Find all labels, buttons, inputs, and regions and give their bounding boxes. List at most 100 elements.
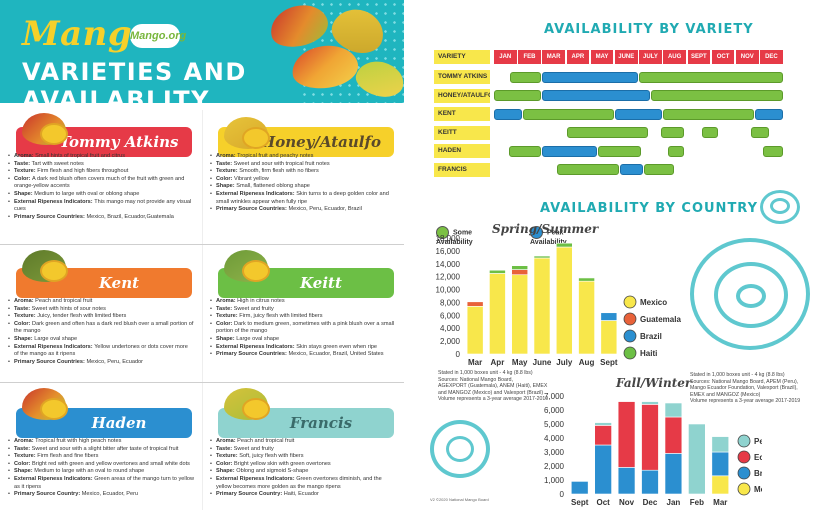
some-availability-bar	[509, 71, 542, 83]
trait-item: External Ripeness Indicators: Green over…	[210, 476, 396, 491]
swirl-decoration	[770, 198, 790, 214]
trait-item: Color: Bright yellow skin with green ove…	[210, 461, 396, 469]
y-tick-label: 5,000	[544, 420, 565, 429]
trait-label: External Ripeness Indicators:	[216, 343, 297, 350]
bar-segment-haiti	[578, 277, 595, 282]
x-tick-label: May	[512, 358, 528, 367]
mango-image	[22, 388, 68, 420]
section-divider	[0, 244, 404, 245]
trait-label: Shape:	[14, 190, 35, 197]
trait-item: Color: Dark to medium green, sometimes w…	[210, 321, 396, 336]
trait-item: Texture: Firm flesh and high fibers thro…	[8, 168, 194, 176]
footnote: V2 ©2020 National Mango Board	[430, 497, 489, 502]
trait-label: Texture:	[14, 453, 38, 460]
swirl-decoration	[736, 284, 766, 308]
fall-winter-title: Fall/Winter	[616, 376, 692, 390]
source-line: Sources: National Mango Board,	[438, 376, 513, 383]
spring-summer-title: Spring/Summer	[492, 222, 599, 236]
x-tick-label: Apr	[491, 358, 505, 367]
trait-item: Taste: Sweet and fruity	[210, 306, 396, 314]
trait-label: Texture:	[14, 168, 38, 175]
trait-label: Taste:	[14, 445, 32, 452]
peak-availability-bar	[619, 164, 644, 175]
month-header: SEPT	[687, 50, 711, 64]
fall-winter-chart: 0 1,000 2,000 3,000 4,000 5,000 6,000 7,000 Sept…	[544, 392, 762, 507]
trait-label: Aroma:	[216, 298, 238, 304]
trait-label: External Ripeness Indicators:	[14, 475, 95, 482]
variety-row-label: FRANCIS	[434, 162, 490, 177]
y-tick-label: 16,000	[436, 247, 461, 256]
trait-item: Shape: Oblong and sigmoid S-shape	[210, 468, 396, 476]
y-tick-label: 10,000	[436, 286, 461, 295]
trait-item: Color: A dark red blush often covers muc…	[8, 176, 194, 191]
x-tick-label: Mar	[713, 498, 727, 507]
trait-label: Primary Source Countries:	[216, 351, 289, 358]
bar-segment-mexico	[466, 306, 484, 355]
bar-segment-mexico	[600, 320, 618, 355]
x-tick-label: Feb	[690, 498, 704, 507]
trait-list: Aroma: Tropical fruit and peachy notesTa…	[210, 153, 396, 214]
legend-label-brazil: Brazil	[754, 469, 762, 478]
bar-segment-peru	[664, 402, 683, 418]
bar-segment-mexico	[489, 273, 506, 355]
legend-label-guatemala: Guatemala	[640, 315, 681, 324]
trait-label: Aroma:	[14, 298, 36, 304]
header-banner: Mango Mango.org VARIETIES AND AVAILABLIT…	[0, 0, 404, 103]
variety-row-label: TOMMY ATKINS	[434, 70, 490, 84]
spring-summer-chart: 0 2,000 4,000 6,000 8,000 10,000 12,000 14,000 1…	[436, 234, 682, 367]
trait-item: Shape: Small, flattened oblong shape	[210, 183, 396, 191]
bar-segment-brazil	[664, 453, 683, 495]
source-line: and MANGOZ (Mexico) and Valexport (Brazi…	[438, 389, 544, 396]
trait-item: Color: Dark green and often has a dark r…	[8, 321, 194, 336]
trait-item: Aroma: Peach and tropical fruit	[8, 298, 194, 306]
trait-item: Shape: Medium to large with oval or oblo…	[8, 191, 194, 199]
trait-item: Shape: Medium to large with an oval to r…	[8, 468, 194, 476]
x-tick-label: June	[533, 358, 552, 367]
swirl-decoration	[430, 420, 490, 478]
swirl-decoration	[446, 436, 474, 462]
mango-image	[224, 117, 270, 149]
some-availability-bar	[494, 90, 542, 101]
trait-label: Primary Source Countries:	[216, 206, 289, 213]
legend-label-mexico: Mexico	[754, 485, 762, 494]
trait-label: Texture:	[216, 313, 240, 320]
mango-image	[224, 388, 270, 420]
trait-item: Texture: Juicy, tender flesh with limite…	[8, 313, 194, 321]
bar-segment-ecuador	[664, 416, 683, 454]
trait-list: Aroma: Small hints of tropical fruit and…	[8, 153, 194, 221]
trait-item: Primary Source Country: Haiti, Ecuador	[210, 491, 396, 499]
column-divider	[202, 110, 203, 510]
x-tick-label: Sept	[600, 358, 618, 367]
peak-availability-bar	[755, 108, 784, 120]
y-tick-label: 3,000	[544, 448, 565, 457]
trait-list: Aroma: Tropical fruit with high peach no…	[8, 438, 194, 499]
variety-row-label: KEITT	[434, 125, 490, 140]
bar-segment-brazil	[570, 481, 589, 495]
trait-item: Taste: Tart with sweet notes	[8, 161, 194, 169]
trait-label: Color:	[216, 460, 235, 467]
month-header: JULY	[639, 50, 662, 64]
trait-item: Taste: Sweet with hints of sour notes	[8, 306, 194, 314]
varieties-panel: Mango Mango.org VARIETIES AND AVAILABLIT…	[0, 0, 404, 528]
legend-swatch-ecuador	[737, 450, 751, 464]
trait-label: Taste:	[216, 305, 234, 312]
month-header: OCT	[711, 50, 735, 64]
y-tick-label: 12,000	[436, 273, 461, 282]
bar-segment-guatemala	[511, 269, 529, 276]
mango-org-logo: Mango.org	[130, 24, 186, 48]
bar-segment-brazil	[594, 444, 612, 495]
y-tick-label: 1,000	[544, 476, 565, 485]
availability-by-variety-title: AVAILABILITY BY VARIETY	[544, 22, 754, 37]
trait-label: Aroma:	[216, 438, 238, 444]
trait-item: Aroma: Tropical fruit and peachy notes	[210, 153, 396, 161]
x-tick-label: Oct	[596, 498, 610, 507]
month-header: APR	[566, 50, 590, 64]
bar-segment-peru	[688, 423, 706, 495]
variety-row-label: HONEY/ATAULFO	[434, 88, 490, 103]
y-tick-label: 6,000	[544, 406, 565, 415]
trait-item: Shape: Large oval shape	[210, 336, 396, 344]
trait-label: Primary Source Countries:	[14, 358, 87, 365]
x-tick-label: July	[556, 358, 573, 367]
trait-item: Color: Vibrant yellow	[210, 176, 396, 184]
trait-label: Taste:	[14, 160, 32, 167]
